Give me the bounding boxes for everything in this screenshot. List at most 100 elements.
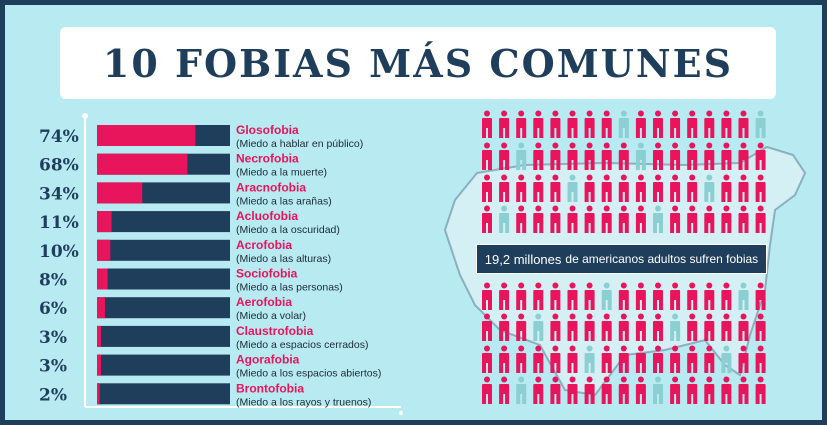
person-icon [584,313,595,341]
person-icon [499,174,510,202]
person-icon [755,313,766,341]
bar-value [97,383,100,405]
statistic-banner: 19,2 millones de americanos adultos sufr… [476,244,767,274]
phobia-meaning: (Miedo a los rayos y truenos) [236,396,371,408]
phobia-meaning: (Miedo a la muerte) [236,167,327,179]
person-icon [516,345,527,373]
phobia-meaning: (Miedo a las alturas) [236,253,331,265]
percentage-label: 6% [39,299,67,319]
person-icon [721,142,732,170]
person-icon [516,205,527,233]
person-icon [738,376,749,404]
person-icon [687,376,698,404]
person-icon [687,313,698,341]
person-icon [499,110,510,138]
person-icon [499,205,510,233]
percentage-label: 68% [39,156,79,176]
person-icon [584,376,595,404]
percentage-label: 8% [39,271,67,291]
person-icon [601,345,612,373]
person-icon [482,313,492,341]
person-icon [704,282,715,310]
person-icon [653,376,663,404]
person-icon [670,205,681,233]
phobia-name: Necrofobia [236,152,299,166]
person-icon [635,205,646,233]
person-icon [567,282,578,310]
person-icon [516,110,527,138]
phobia-name: Glosofobia [236,123,299,137]
phobia-meaning: (Miedo a los espacios abiertos) [236,368,381,380]
person-icon [755,282,766,310]
person-icon [687,142,698,170]
phobia-name: Acrofobia [236,238,292,252]
person-icon [670,282,681,310]
bar-remainder [97,354,230,376]
phobia-meaning: (Miedo a la oscuridad) [236,224,340,236]
person-icon [533,205,544,233]
person-icon [704,376,715,404]
person-icon [601,205,612,233]
person-icon [567,110,578,138]
person-icon [533,282,544,310]
person-icon [499,345,510,373]
person-icon [550,345,561,373]
person-icon [584,345,595,373]
person-icon [482,174,492,202]
person-icon [550,142,561,170]
person-icon [516,174,527,202]
person-icon [635,345,646,373]
person-icon [550,376,561,404]
title-banner: 10 FOBIAS MÁS COMUNES [60,27,776,99]
person-icon [516,376,527,404]
person-icon [516,313,527,341]
phobia-bar-chart: 74% Glosofobia(Miedo a hablar en público)… [39,113,403,415]
bar-remainder [97,297,230,319]
bar-remainder [97,325,230,347]
person-icon [653,345,663,373]
person-icon [738,174,749,202]
people-pictogram [443,110,807,404]
person-icon [533,376,544,404]
person-icon [618,376,629,404]
bar-value [97,211,112,233]
person-icon [704,313,715,341]
bar-remainder [97,211,230,233]
person-icon [533,110,544,138]
person-icon [653,313,663,341]
person-icon [516,282,527,310]
person-icon [533,345,544,373]
person-icon [601,174,612,202]
person-icon [567,142,578,170]
person-icon [704,174,715,202]
person-icon [635,142,646,170]
person-icon [584,174,595,202]
person-icon [516,142,527,170]
banner-text: de americanos adultos sufren fobias [565,252,759,266]
percentage-label: 11% [39,213,79,233]
phobia-name: Agorafobia [236,353,300,367]
person-icon [687,282,698,310]
bar-value [97,268,108,290]
phobia-meaning: (Miedo a hablar en público) [236,138,363,150]
person-icon [618,174,629,202]
person-icon [550,205,561,233]
banner-highlight: 19,2 millones [484,251,562,267]
person-icon [670,313,681,341]
percentage-label: 10% [39,242,79,262]
person-icon [482,205,492,233]
page-title: 10 FOBIAS MÁS COMUNES [102,40,734,86]
person-icon [584,142,595,170]
person-icon [499,376,510,404]
person-icon [499,142,510,170]
person-icon [653,142,663,170]
person-icon [482,376,492,404]
person-icon [755,345,766,373]
phobia-name: Acluofobia [236,209,298,223]
person-icon [755,376,766,404]
percentage-label: 3% [39,357,67,377]
person-icon [721,345,732,373]
bar-value [97,239,111,261]
percentage-label: 2% [39,385,67,405]
bar-remainder [97,239,230,261]
